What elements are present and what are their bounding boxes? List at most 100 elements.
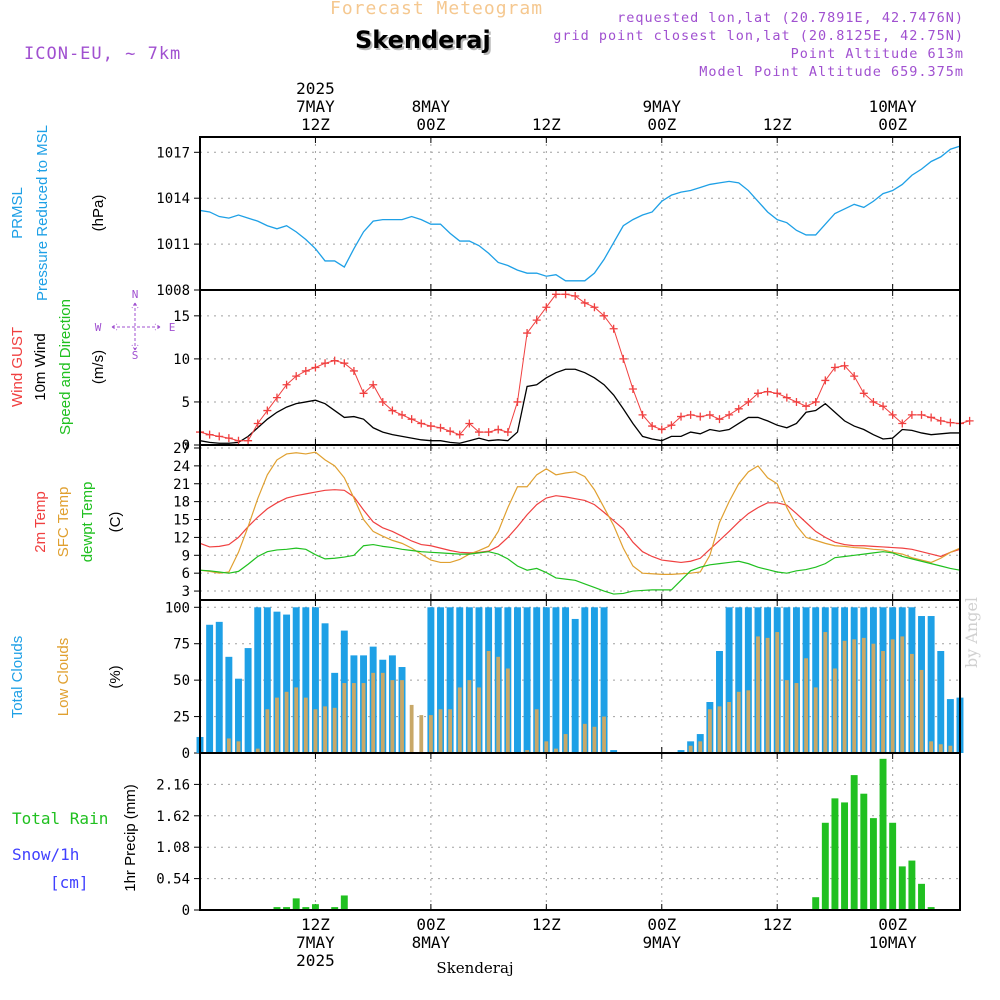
low-cloud-bar [323, 706, 327, 753]
wind-gust-marker [513, 397, 522, 406]
rain-bar [331, 907, 339, 910]
wind-gust-marker [532, 316, 541, 325]
total-cloud-bar [321, 623, 329, 753]
time-label-bottom: 10MAY [869, 933, 918, 952]
rain-bar [812, 897, 820, 910]
low-cloud-bar [842, 640, 847, 753]
y-tick-label: 100 [165, 600, 190, 616]
wind-gust-marker [600, 311, 609, 320]
wind-gust-label: Wind GUST [9, 327, 26, 407]
low-cloud-bar [265, 709, 270, 753]
dewpt-line [199, 543, 961, 595]
wind-gust-marker [484, 428, 493, 437]
time-label-top: 2025 [296, 79, 335, 98]
total-cloud-bar [283, 614, 291, 753]
wind-gust-marker [407, 415, 416, 424]
total-clouds-label: Total Clouds [9, 636, 26, 719]
wind-gust-marker [792, 397, 801, 406]
low-cloud-bar [688, 745, 693, 753]
wind-gust-marker [282, 380, 291, 389]
total-cloud-bar [475, 607, 483, 753]
low-cloud-bar [582, 723, 587, 753]
wind-gust-marker [725, 410, 734, 419]
rain-bar [340, 895, 348, 910]
wind-gust-marker [369, 380, 378, 389]
low-cloud-bar [746, 690, 751, 753]
time-label-bottom: 12Z [763, 915, 792, 934]
wind-gust-marker [561, 290, 570, 299]
pressure-label-prmsl: PRMSL [9, 187, 26, 239]
wind-gust-marker [917, 410, 926, 419]
total-cloud-bar [581, 607, 589, 753]
clouds-unit-label: (%) [107, 665, 124, 688]
low-cloud-bar [226, 738, 231, 753]
wind-gust-marker [667, 421, 676, 430]
low-cloud-bar [727, 702, 732, 753]
wind-gust-marker [503, 428, 512, 437]
total-cloud-bar [562, 607, 570, 753]
low-cloud-bar [467, 680, 472, 753]
time-label-top: 00Z [416, 115, 445, 134]
low-cloud-bar [707, 709, 712, 753]
total-cloud-bar [600, 607, 608, 753]
y-tick-label: 75 [173, 637, 190, 653]
low-cloud-bar [275, 697, 279, 753]
total-cloud-bar [437, 607, 444, 753]
total-cloud-bar [783, 607, 791, 753]
wind-gust-marker [734, 404, 743, 413]
y-tick-label: 5 [182, 395, 190, 411]
low-clouds-label: Low Clouds [55, 638, 72, 716]
wind-gust-marker [907, 410, 916, 419]
temp-sfc-label: SFC Temp [55, 487, 72, 558]
model-altitude: Model Point Altitude 659.375m [699, 64, 964, 80]
y-tick-label: 24 [173, 459, 190, 475]
wind-gust-marker [253, 419, 262, 428]
total-cloud-bar [523, 607, 531, 753]
wind-gust-marker [946, 418, 955, 427]
wind-gust-marker [205, 430, 214, 439]
low-cloud-bar [419, 715, 424, 753]
low-cloud-bar [698, 741, 703, 753]
wind-gust-marker [292, 372, 301, 381]
total-cloud-bar [292, 607, 300, 753]
low-cloud-bar [833, 668, 837, 753]
low-cloud-bar [380, 672, 385, 753]
time-label-top: 12Z [301, 115, 330, 134]
y-tick-label: 50 [173, 673, 190, 689]
time-label-top: 12Z [763, 115, 792, 134]
low-cloud-bar [438, 709, 443, 753]
wind-gust-marker [426, 422, 435, 431]
wind-gust-marker [494, 425, 503, 434]
panel-0-grid [194, 137, 960, 291]
wind-gust-marker [349, 366, 358, 375]
total-cloud-bar [716, 651, 723, 753]
low-cloud-bar [563, 734, 568, 753]
total-cloud-bar [446, 607, 454, 753]
time-label-top: 8MAY [412, 97, 451, 116]
total-cloud-bar [235, 678, 242, 753]
rain-bar [927, 907, 935, 910]
y-tick-label: 10 [173, 352, 190, 368]
y-tick-label: 27 [173, 441, 190, 457]
dewpt-label: dewpt Temp [79, 482, 96, 563]
low-cloud-bar [871, 643, 876, 753]
wind-gust-marker [638, 410, 647, 419]
low-cloud-bar [313, 709, 318, 753]
point-altitude: Point Altitude 613m [790, 46, 964, 62]
wind-gust-marker [888, 410, 897, 419]
compass-s: S [132, 349, 139, 362]
wind-gust-marker [811, 397, 820, 406]
low-cloud-bar [534, 709, 539, 753]
temp-sfc-line [199, 451, 961, 575]
low-cloud-bar [861, 637, 866, 753]
total-cloud-bar [302, 607, 310, 753]
total-cloud-bar [927, 616, 935, 753]
wind-gust-marker [215, 432, 224, 441]
wind-gust-marker [244, 436, 253, 445]
wind-unit-label: (m/s) [90, 350, 107, 384]
total-cloud-bar [744, 607, 752, 753]
time-label-bottom: 9MAY [643, 933, 682, 952]
total-cloud-bar [610, 750, 618, 753]
total-cloud-bar [542, 607, 550, 753]
meteogram-title: Forecast Meteogram [330, 0, 544, 19]
